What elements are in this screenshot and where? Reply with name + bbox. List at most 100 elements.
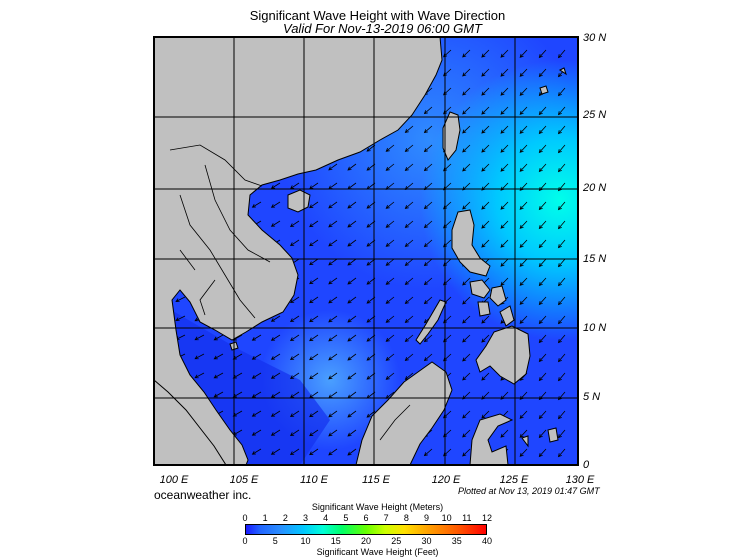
lon-label-105: 105 E — [229, 474, 259, 486]
wave-arrow — [404, 315, 414, 324]
wave-arrow — [309, 410, 319, 418]
wave-arrow — [519, 106, 528, 115]
wave-arrow — [289, 315, 300, 322]
wave-arrow — [423, 220, 433, 229]
wave-arrow — [462, 296, 471, 305]
borneo-island — [355, 361, 453, 465]
wave-arrow — [462, 144, 471, 153]
wave-arrow — [232, 353, 243, 360]
wave-arrow — [500, 239, 509, 248]
wave-arrow — [309, 448, 319, 456]
wave-arrow — [481, 220, 490, 229]
wave-arrow — [309, 315, 319, 323]
wave-arrow — [251, 391, 262, 398]
wave-arrow — [557, 277, 566, 287]
wave-arrow — [519, 277, 528, 286]
wave-arrow — [538, 448, 547, 458]
feet-tick: 30 — [421, 536, 432, 546]
wave-arrow — [519, 296, 528, 305]
meter-tick: 12 — [481, 513, 493, 523]
wave-arrow — [309, 220, 319, 228]
wave-arrow — [328, 201, 338, 209]
wave-arrow — [251, 353, 262, 360]
visayas-islands — [469, 279, 515, 327]
wave-arrow — [251, 429, 262, 436]
wave-arrow — [538, 334, 547, 344]
wave-arrow — [309, 296, 319, 304]
wave-arrow — [347, 277, 357, 285]
wave-arrow — [538, 106, 547, 116]
wave-arrow — [462, 106, 471, 115]
wave-arrow — [557, 125, 566, 135]
wave-arrow — [557, 372, 566, 382]
wave-arrow — [404, 296, 414, 305]
wave-arrow — [328, 220, 338, 228]
wave-arrow — [500, 258, 509, 267]
wave-arrow — [538, 163, 547, 173]
wave-arrow — [270, 201, 281, 208]
wave-arrow — [423, 353, 433, 362]
wave-arrow — [328, 296, 338, 304]
wave-arrow — [538, 125, 547, 135]
wave-arrow — [481, 144, 490, 153]
wave-arrow — [538, 372, 547, 382]
lat-label-30: 30 N — [583, 32, 607, 44]
wave-arrow — [462, 49, 471, 58]
wave-arrow — [328, 277, 338, 285]
wave-arrow — [270, 410, 281, 417]
wave-arrow — [423, 144, 433, 153]
feet-tick: 0 — [242, 536, 248, 546]
lat-label-0: 0 — [583, 459, 590, 471]
wave-arrow — [309, 372, 319, 380]
map-frame — [153, 36, 579, 466]
wave-arrow — [251, 410, 262, 417]
wave-arrow — [462, 277, 471, 286]
meter-tick: 8 — [403, 513, 409, 523]
wave-arrow — [557, 87, 566, 97]
wave-arrow — [385, 163, 395, 171]
wave-arrow — [519, 87, 528, 96]
wave-arrow — [519, 258, 528, 267]
wave-arrow — [213, 372, 224, 379]
wave-arrow — [423, 239, 433, 248]
wave-arrow — [347, 334, 357, 342]
wave-arrow — [519, 239, 528, 248]
wave-arrow — [519, 144, 528, 153]
wave-arrow — [557, 315, 566, 325]
wave-arrow — [347, 201, 357, 209]
wave-arrow — [481, 87, 490, 96]
wave-arrow — [194, 353, 205, 360]
lon-label-120: 120 E — [431, 474, 461, 486]
wave-arrow — [175, 315, 186, 322]
map-subtitle: Valid For Nov-13-2019 06:00 GMT — [283, 21, 482, 36]
wave-arrow — [462, 163, 471, 172]
wave-arrow — [289, 448, 300, 455]
feet-tick: 15 — [330, 536, 341, 546]
meter-tick: 9 — [423, 513, 430, 523]
lat-lon-grid — [154, 37, 578, 465]
wave-arrow — [328, 353, 338, 361]
wave-arrow — [328, 315, 338, 323]
wave-arrow — [347, 163, 357, 171]
wave-arrow — [385, 201, 395, 209]
wave-arrow — [328, 372, 338, 380]
wave-arrow — [481, 410, 490, 419]
wave-arrow — [462, 334, 471, 343]
wave-arrow — [309, 201, 319, 209]
wave-arrow — [538, 277, 547, 287]
wave-arrow — [423, 296, 433, 305]
wave-arrow — [557, 106, 566, 116]
wave-arrow — [481, 125, 490, 134]
wave-arrow — [557, 448, 566, 458]
meter-tick: 10 — [441, 513, 452, 523]
wave-arrow — [500, 144, 509, 153]
wave-arrow — [462, 68, 471, 77]
colorbar-label-meters: Significant Wave Height (Meters) — [311, 502, 444, 512]
feet-tick: 20 — [360, 536, 372, 546]
feet-tick: 40 — [481, 536, 493, 546]
wave-arrow — [538, 239, 547, 249]
meter-tick: 11 — [462, 513, 472, 523]
credit-text: oceanweather inc. — [154, 488, 252, 502]
wave-arrow — [481, 372, 490, 381]
